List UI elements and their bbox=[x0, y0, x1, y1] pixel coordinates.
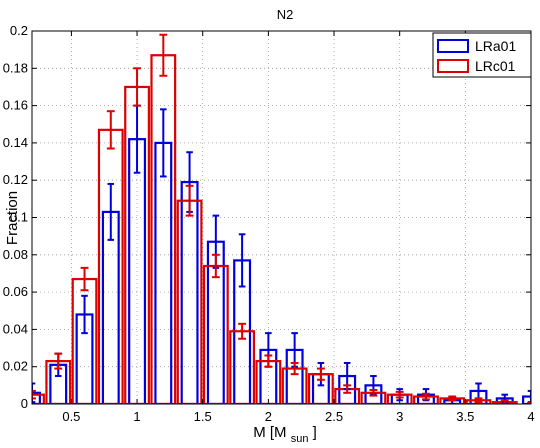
x-tick-label: 3 bbox=[396, 409, 403, 424]
x-axis-label: M [M sun ] bbox=[253, 424, 317, 446]
legend-label-lra01: LRa01 bbox=[475, 38, 516, 54]
x-tick-label: 4 bbox=[527, 409, 534, 424]
y-tick-label: 0 bbox=[21, 396, 28, 411]
legend-label-lrc01: LRc01 bbox=[475, 58, 516, 74]
y-axis-label: Fraction bbox=[4, 191, 21, 245]
plot-background bbox=[32, 31, 531, 404]
legend: LRa01 LRc01 bbox=[432, 32, 532, 78]
x-axis-label-subscript: sun bbox=[291, 433, 309, 445]
x-axis-label-close: ] bbox=[313, 424, 317, 441]
y-tick-label: 0.16 bbox=[3, 98, 28, 113]
y-tick-label: 0.2 bbox=[10, 23, 28, 38]
y-tick-label: 0.12 bbox=[3, 172, 28, 187]
y-tick-label: 0.08 bbox=[3, 247, 28, 262]
y-tick-label: 0.06 bbox=[3, 284, 28, 299]
y-tick-label: 0.18 bbox=[3, 60, 28, 75]
legend-swatch-lrc01 bbox=[437, 59, 469, 73]
x-tick-label: 1 bbox=[133, 409, 140, 424]
x-tick-label: 2.5 bbox=[325, 409, 343, 424]
x-tick-label: 2 bbox=[265, 409, 272, 424]
x-tick-label: 1.5 bbox=[194, 409, 212, 424]
x-tick-label: 0.5 bbox=[62, 409, 80, 424]
tick-labels: 0.5 1 1.5 2 2.5 3 3.5 4 0 0.02 0.04 0.06 0.08 0.1 0.12… bbox=[3, 23, 535, 424]
y-tick-label: 0.04 bbox=[3, 321, 28, 336]
x-axis-label-main: M [M bbox=[253, 424, 286, 441]
legend-swatch-lra01 bbox=[437, 39, 469, 53]
axes bbox=[31, 30, 532, 405]
bar-lra01 bbox=[32, 391, 41, 404]
chart-title: N2 bbox=[277, 7, 294, 22]
y-tick-label: 0.02 bbox=[3, 359, 28, 374]
y-tick-label: 0.1 bbox=[10, 210, 28, 225]
y-tick-label: 0.14 bbox=[3, 135, 28, 150]
plot-area bbox=[32, 31, 531, 404]
x-tick-label: 3.5 bbox=[456, 409, 474, 424]
error-bars bbox=[32, 33, 531, 404]
